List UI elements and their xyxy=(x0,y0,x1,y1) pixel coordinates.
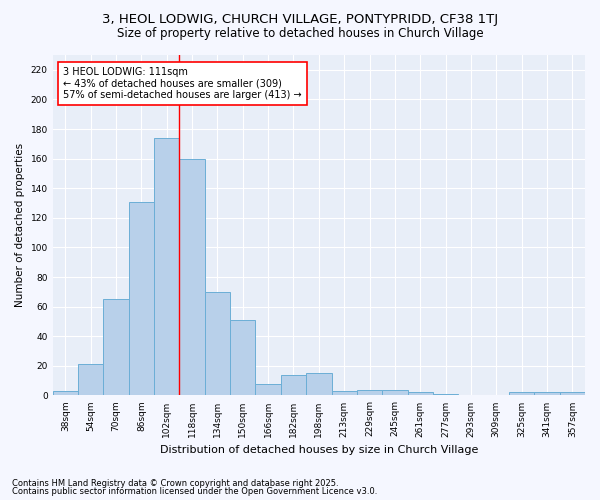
Bar xyxy=(382,390,407,396)
Bar xyxy=(154,138,179,396)
Bar xyxy=(256,384,281,396)
Bar xyxy=(560,392,585,396)
Bar xyxy=(332,391,357,396)
Bar xyxy=(407,392,433,396)
Bar xyxy=(103,299,129,396)
Bar xyxy=(306,373,332,396)
Text: Contains public sector information licensed under the Open Government Licence v3: Contains public sector information licen… xyxy=(12,487,377,496)
Text: Size of property relative to detached houses in Church Village: Size of property relative to detached ho… xyxy=(116,28,484,40)
Bar xyxy=(205,292,230,396)
Bar xyxy=(78,364,103,396)
Bar xyxy=(509,392,535,396)
Bar xyxy=(535,392,560,396)
Bar xyxy=(129,202,154,396)
Bar xyxy=(53,391,78,396)
Text: 3, HEOL LODWIG, CHURCH VILLAGE, PONTYPRIDD, CF38 1TJ: 3, HEOL LODWIG, CHURCH VILLAGE, PONTYPRI… xyxy=(102,12,498,26)
Bar xyxy=(230,320,256,396)
Bar xyxy=(357,390,382,396)
Bar xyxy=(433,394,458,396)
Y-axis label: Number of detached properties: Number of detached properties xyxy=(15,143,25,308)
X-axis label: Distribution of detached houses by size in Church Village: Distribution of detached houses by size … xyxy=(160,445,478,455)
Text: Contains HM Land Registry data © Crown copyright and database right 2025.: Contains HM Land Registry data © Crown c… xyxy=(12,478,338,488)
Bar xyxy=(281,374,306,396)
Text: 3 HEOL LODWIG: 111sqm
← 43% of detached houses are smaller (309)
57% of semi-det: 3 HEOL LODWIG: 111sqm ← 43% of detached … xyxy=(64,67,302,100)
Bar xyxy=(179,158,205,396)
